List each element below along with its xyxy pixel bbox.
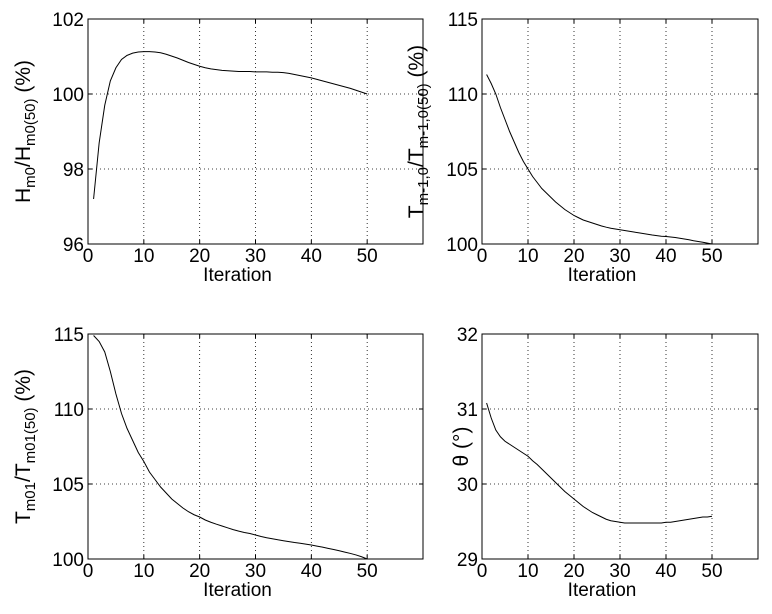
y-axis-title-part: θ (°) <box>450 427 473 467</box>
x-tick-label: 50 <box>357 246 378 267</box>
y-tick-label: 110 <box>54 400 84 421</box>
y-tick-label: 115 <box>54 325 84 346</box>
y-tick-label: 102 <box>52 10 84 31</box>
y-axis-title-part: /T <box>12 463 35 482</box>
x-tick-label: 30 <box>609 561 630 582</box>
x-tick-label: 20 <box>563 246 584 267</box>
y-tick-label: 115 <box>448 10 478 31</box>
x-axis-title: Iteration <box>568 580 637 601</box>
x-tick-label: 10 <box>133 246 154 267</box>
y-axis-title: Tm-1,0/Tm-1,0(50) (%) <box>405 45 432 218</box>
x-tick-label: 10 <box>517 561 538 582</box>
y-axis-title: θ (°) <box>450 427 473 467</box>
y-axis-title-subscript: m01 <box>22 482 39 511</box>
x-tick-label: 40 <box>301 246 322 267</box>
y-tick-label: 96 <box>63 235 84 256</box>
x-tick-label: 10 <box>517 246 538 267</box>
x-tick-label: 0 <box>477 246 488 267</box>
y-axis-title: Hm0/Hm0(50) (%) <box>12 60 39 203</box>
tm10-ratio-panel: 0 10 20 30 40 50 100 105 110 115 Iteration Tm-1,0/T… <box>405 10 759 286</box>
x-tick-label: 30 <box>609 246 630 267</box>
series-line <box>93 51 368 200</box>
x-tick-label: 30 <box>245 561 266 582</box>
y-axis-title-part: H <box>12 188 35 203</box>
y-axis-title-part: (%) <box>12 60 35 99</box>
y-axis-title-part: (%) <box>405 45 428 84</box>
x-tick-label: 50 <box>701 561 722 582</box>
y-tick-label: 31 <box>457 400 478 421</box>
y-axis-title-subscript: m-1,0 <box>415 167 432 205</box>
series-line <box>486 402 713 524</box>
x-axis-title: Iteration <box>568 265 637 286</box>
hm0-ratio-panel: 0 10 20 30 40 50 96 98 100 102 Iteration Hm0/Hm0(50… <box>12 10 424 286</box>
y-tick-label: 105 <box>446 160 478 181</box>
y-tick-label: 30 <box>457 475 478 496</box>
y-tick-label: 100 <box>52 550 84 571</box>
y-tick-label: 105 <box>52 475 84 496</box>
x-tick-label: 20 <box>189 246 210 267</box>
x-axis-title: Iteration <box>203 265 272 286</box>
y-axis-title-part: (%) <box>12 369 35 408</box>
y-axis-title-part: T <box>405 205 428 218</box>
x-tick-label: 20 <box>189 561 210 582</box>
x-tick-label: 0 <box>477 561 488 582</box>
y-tick-label: 100 <box>52 85 84 106</box>
x-tick-label: 10 <box>133 561 154 582</box>
series-line <box>93 335 368 560</box>
series-line <box>486 74 713 245</box>
y-axis-title-subscript: m0 <box>22 167 39 188</box>
x-tick-label: 50 <box>701 246 722 267</box>
y-tick-label: 110 <box>448 85 478 106</box>
y-axis-title-part: /T <box>405 148 428 167</box>
x-axis-title: Iteration <box>203 580 272 601</box>
y-axis-title-subscript: m-1,0(50) <box>415 83 432 148</box>
y-axis-title-part: T <box>12 511 35 524</box>
x-tick-label: 40 <box>655 246 676 267</box>
x-tick-label: 30 <box>245 246 266 267</box>
y-axis-title-subscript: m0(50) <box>22 98 39 146</box>
y-tick-label: 100 <box>446 235 478 256</box>
x-tick-label: 0 <box>83 246 94 267</box>
x-tick-label: 20 <box>563 561 584 582</box>
y-axis-title-subscript: m01(50) <box>22 407 39 463</box>
y-tick-label: 29 <box>457 550 478 571</box>
x-tick-label: 40 <box>655 561 676 582</box>
x-tick-label: 50 <box>357 561 378 582</box>
y-axis-title: Tm01/Tm01(50) (%) <box>12 369 39 524</box>
y-axis-title-part: /H <box>12 146 35 167</box>
theta-panel: 0 10 20 30 40 50 29 30 31 32 Iteration θ (°) <box>450 325 759 601</box>
y-tick-label: 98 <box>63 160 84 181</box>
x-tick-label: 40 <box>301 561 322 582</box>
x-tick-label: 0 <box>83 561 94 582</box>
tm01-ratio-panel: 0 10 20 30 40 50 100 105 110 115 Iteration Tm01/Tm0… <box>12 325 424 601</box>
y-tick-label: 32 <box>457 325 478 346</box>
